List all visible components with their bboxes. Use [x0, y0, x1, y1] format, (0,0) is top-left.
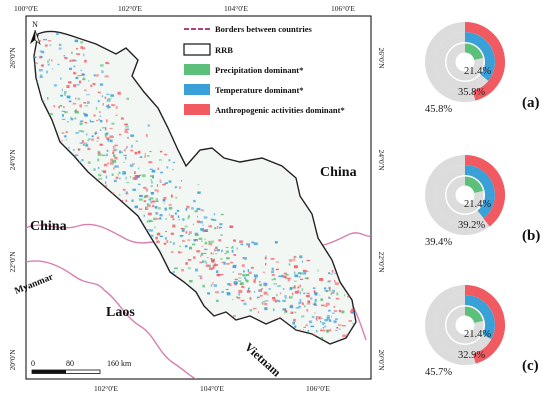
lat-tick-right-3: 22°0'N: [377, 251, 386, 273]
north-arrow: N: [30, 20, 41, 46]
donut-value-label: 39.4%: [425, 237, 452, 248]
lat-ticks: 26°0'N 24°0'N 22°0'N 20°0'N 26°0'N 24°0'…: [8, 47, 386, 371]
border-myanmar-laos: [26, 260, 105, 291]
donut-ring-precipitation: [464, 176, 484, 194]
north-arrow-icon: [30, 30, 35, 44]
lon-tick-bottom-2: 102°0'E: [94, 384, 118, 393]
donut-panel-2: 21.4% 39.2% 39.4% (b): [425, 155, 540, 248]
donut-panel-3: 21.4% 32.9% 45.7% (c): [425, 285, 539, 378]
lon-tick-top-1: 100°0'E: [14, 4, 38, 13]
lon-tick-bottom-3: 104°0'E: [200, 384, 224, 393]
lat-tick-left-4: 20°0'N: [8, 349, 17, 371]
label-laos: Laos: [106, 305, 135, 320]
lon-tick-bottom-4: 106°0'E: [306, 384, 330, 393]
donut-value-label: 21.4%: [464, 199, 491, 210]
panel-label: (b): [522, 228, 540, 244]
legend-anthropogenic-label: Anthropogenic activities dominant*: [215, 105, 345, 115]
lon-tick-top-4: 106°0'E: [331, 4, 355, 13]
donut-ring-temperature: [464, 32, 495, 81]
donut-value-label: 45.7%: [425, 367, 452, 378]
donut-value-label: 35.8%: [458, 87, 485, 98]
donut-ring-temperature: [464, 165, 495, 219]
scale-label-0: 0: [31, 359, 35, 368]
legend-precipitation-swatch: [184, 64, 210, 75]
lon-tick-top-2: 102°0'E: [118, 4, 142, 13]
rrb-basin: [33, 30, 357, 345]
lon-tick-top-3: 104°0'E: [224, 4, 248, 13]
donut-ring-temperature: [464, 295, 495, 340]
map-legend: Borders between countries RRB Precipitat…: [183, 24, 345, 115]
scale-label-80: 80: [66, 359, 74, 368]
label-china-east: China: [320, 165, 357, 180]
legend-precipitation-label: Precipitation dominant*: [215, 65, 303, 75]
dominance-patches: [34, 31, 356, 345]
lat-tick-left-2: 24°0'N: [8, 149, 17, 171]
donut-value-label: 21.4%: [464, 66, 491, 77]
lon-ticks: 100°0'E 102°0'E 104°0'E 106°0'E 102°0'E …: [14, 4, 355, 393]
donut-panel-1: 21.4% 35.8% 45.8% (a): [425, 22, 540, 115]
legend-temperature-swatch: [184, 84, 210, 95]
legend-borders-label: Borders between countries: [215, 24, 312, 34]
scale-label-160: 160 km: [107, 359, 132, 368]
legend-temperature-label: Temperature dominant*: [215, 85, 304, 95]
lat-tick-left-1: 26°0'N: [8, 47, 17, 69]
lat-tick-right-2: 24°0'N: [377, 149, 386, 171]
donut-ring-anthropogenic: [464, 155, 505, 227]
legend-rrb-label: RRB: [215, 45, 233, 55]
lat-tick-left-3: 22°0'N: [8, 251, 17, 273]
scale-bar: 0 80 160 km: [31, 359, 132, 374]
donut-value-label: 32.9%: [458, 350, 485, 361]
panel-label: (c): [522, 358, 539, 374]
panel-label: (a): [522, 95, 540, 111]
donut-value-label: 39.2%: [458, 220, 485, 231]
donut-ring-precipitation: [464, 306, 484, 324]
legend-anthropogenic-swatch: [184, 104, 210, 115]
north-arrow-label: N: [32, 20, 38, 29]
legend-rrb-swatch: [183, 43, 211, 56]
label-china-west: China: [30, 219, 67, 234]
donut-ring-anthropogenic: [464, 22, 505, 101]
lat-tick-right-1: 26°0'N: [377, 47, 386, 69]
border-laos-vietnam: [103, 289, 197, 379]
lat-tick-right-4: 20°0'N: [377, 349, 386, 371]
donut-ring-anthropogenic: [464, 285, 505, 364]
donut-value-label: 45.8%: [425, 104, 452, 115]
donut-charts: 21.4%35.8%45.8% (a)21.4%39.2%39.4% (b)21.4…: [425, 22, 540, 378]
donut-ring-precipitation: [464, 43, 484, 61]
donut-value-label: 21.4%: [464, 329, 491, 340]
